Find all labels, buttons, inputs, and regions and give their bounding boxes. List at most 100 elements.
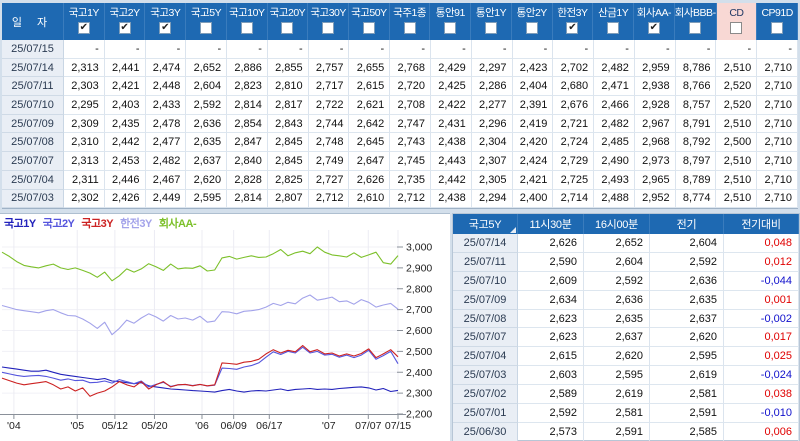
table-row-25/07/04: 25/07/04 2,311 2,446 2,467 2,620 2,828 2,825 2,… <box>2 170 798 190</box>
detail-1600: 2,635 <box>584 309 650 329</box>
rate-cell: 2,807 <box>267 189 309 209</box>
rate-cell: - <box>675 40 717 59</box>
column-checkbox-국고10Y[interactable] <box>240 22 253 34</box>
column-header-국고20Y[interactable]: 국고20Y <box>267 3 309 40</box>
column-header-CD[interactable]: CD <box>716 3 758 40</box>
column-header-국고10Y[interactable]: 국고10Y <box>226 3 268 40</box>
rate-cell: - <box>308 40 350 59</box>
rate-cell: 2,595 <box>186 189 228 209</box>
rate-cell: 2,817 <box>267 96 309 115</box>
column-checkbox-CD[interactable] <box>730 22 743 34</box>
column-checkbox-회사BBB-[interactable] <box>689 22 702 34</box>
detail-1130: 2,573 <box>518 422 584 441</box>
detail-diff: 0,012 <box>724 252 799 272</box>
column-header-국고2Y[interactable]: 국고2Y ✔ <box>104 3 146 40</box>
column-checkbox-국고50Y[interactable] <box>362 22 375 34</box>
rate-cell: - <box>227 40 268 59</box>
column-header-회사BBB-[interactable]: 회사BBB- <box>674 3 717 40</box>
column-header-국고1Y[interactable]: 국고1Y ✔ <box>64 3 105 40</box>
column-checkbox-국고2Y[interactable]: ✔ <box>118 22 131 34</box>
detail-1130: 2,623 <box>518 309 584 329</box>
column-header-CP91D[interactable]: CP91D <box>757 3 798 40</box>
rate-cell: 2,453 <box>104 152 146 171</box>
rate-cell: 2,296 <box>471 114 513 134</box>
column-checkbox-국고30Y[interactable] <box>322 22 335 34</box>
rate-cell: 2,615 <box>349 77 391 97</box>
detail-sort-header[interactable]: 국고5Y <box>453 214 518 234</box>
rate-cell: 2,854 <box>227 114 268 134</box>
detail-1130: 2,603 <box>518 366 584 386</box>
detail-1600: 2,637 <box>584 328 650 348</box>
rate-cell: 2,710 <box>757 77 798 97</box>
column-header-국주1종[interactable]: 국주1종 <box>389 3 431 40</box>
column-header-산금1Y[interactable]: 산금1Y <box>593 3 635 40</box>
detail-1130: 2,590 <box>518 252 584 272</box>
column-header-통안1Y[interactable]: 통안1Y <box>471 3 512 40</box>
rate-cell: 2,286 <box>471 77 513 97</box>
column-header-국고3Y[interactable]: 국고3Y ✔ <box>145 3 187 40</box>
rate-cell: 2,421 <box>104 77 146 97</box>
column-checkbox-통안2Y[interactable] <box>525 22 538 34</box>
column-checkbox-국고5Y[interactable] <box>200 22 212 34</box>
rate-cell: 2,438 <box>431 189 472 209</box>
detail-date: 25/07/03 <box>453 366 518 386</box>
rate-cell: 2,768 <box>390 58 431 78</box>
column-checkbox-국주1종[interactable] <box>403 22 416 34</box>
legend-item-국고3Y: 국고3Y <box>81 218 114 230</box>
column-checkbox-국고3Y[interactable]: ✔ <box>159 22 172 34</box>
column-checkbox-회사AA-[interactable]: ✔ <box>647 22 660 34</box>
column-header-회사AA-[interactable]: 회사AA- ✔ <box>634 3 675 40</box>
detail-date: 25/07/09 <box>453 290 518 310</box>
rate-cell: 2,433 <box>145 96 187 115</box>
column-header-국고30Y[interactable]: 국고30Y <box>308 3 349 40</box>
rate-cell: 2,424 <box>512 152 554 171</box>
column-header-통안2Y[interactable]: 통안2Y <box>511 3 553 40</box>
detail-1130: 2,609 <box>518 271 584 291</box>
detail-prev: 2,604 <box>650 234 724 253</box>
column-header-label: 국고50Y <box>351 7 387 19</box>
rate-cell: 2,717 <box>308 77 350 97</box>
rate-cell: 2,647 <box>349 152 391 171</box>
row-date: 25/07/10 <box>2 96 64 115</box>
x-axis-label: 05/12 <box>102 420 128 432</box>
column-checkbox-통안91[interactable] <box>444 22 457 34</box>
rate-cell: 2,403 <box>104 96 146 115</box>
detail-row-25/07/07: 25/07/07 2,623 2,637 2,620 0,017 <box>453 328 799 348</box>
rate-cell: 2,620 <box>186 170 228 190</box>
rate-cell: 2,680 <box>553 77 595 97</box>
rate-cell: 2,840 <box>227 152 268 171</box>
column-header-한전3Y[interactable]: 한전3Y ✔ <box>552 3 594 40</box>
detail-date: 25/07/02 <box>453 385 518 405</box>
rate-cell: 8,774 <box>675 189 717 209</box>
detail-prev: 2,585 <box>650 422 724 441</box>
x-axis-label: '04 <box>7 420 21 432</box>
rate-cell: 2,510 <box>716 152 758 171</box>
rate-cell: 2,720 <box>390 77 431 97</box>
sort-indicator-icon <box>510 227 516 233</box>
column-checkbox-CP91D[interactable] <box>771 22 784 34</box>
row-date: 25/07/08 <box>2 133 64 153</box>
rate-cell: 2,710 <box>757 152 798 171</box>
table-row-25/07/08: 25/07/08 2,310 2,442 2,477 2,635 2,847 2,845 2,… <box>2 133 798 153</box>
column-header-통안91[interactable]: 통안91 <box>430 3 472 40</box>
detail-diff: 0,001 <box>724 290 799 310</box>
detail-date: 25/07/10 <box>453 271 518 291</box>
column-header-국고5Y[interactable]: 국고5Y <box>186 3 227 40</box>
y-axis-label: 2,300 <box>406 388 432 400</box>
column-checkbox-한전3Y[interactable]: ✔ <box>566 22 579 34</box>
rate-cell: 2,724 <box>553 133 595 153</box>
column-header-국고50Y[interactable]: 국고50Y <box>349 3 390 40</box>
column-checkbox-국고1Y[interactable]: ✔ <box>77 22 90 34</box>
rate-cell: 2,745 <box>390 152 431 171</box>
column-checkbox-통안1Y[interactable] <box>485 22 498 34</box>
detail-header: 전기 <box>650 214 724 234</box>
detail-date: 25/07/01 <box>453 404 518 423</box>
column-checkbox-국고20Y[interactable] <box>281 22 294 34</box>
rate-cell: 2,302 <box>64 189 105 209</box>
rate-cell: 2,828 <box>227 170 268 190</box>
legend-item-국고1Y: 국고1Y <box>4 218 36 230</box>
column-header-label: 국고20Y <box>269 7 306 19</box>
column-header-label: 통안1Y <box>475 7 507 19</box>
y-axis-label: 2,900 <box>406 262 432 274</box>
column-checkbox-산금1Y[interactable] <box>607 22 620 34</box>
